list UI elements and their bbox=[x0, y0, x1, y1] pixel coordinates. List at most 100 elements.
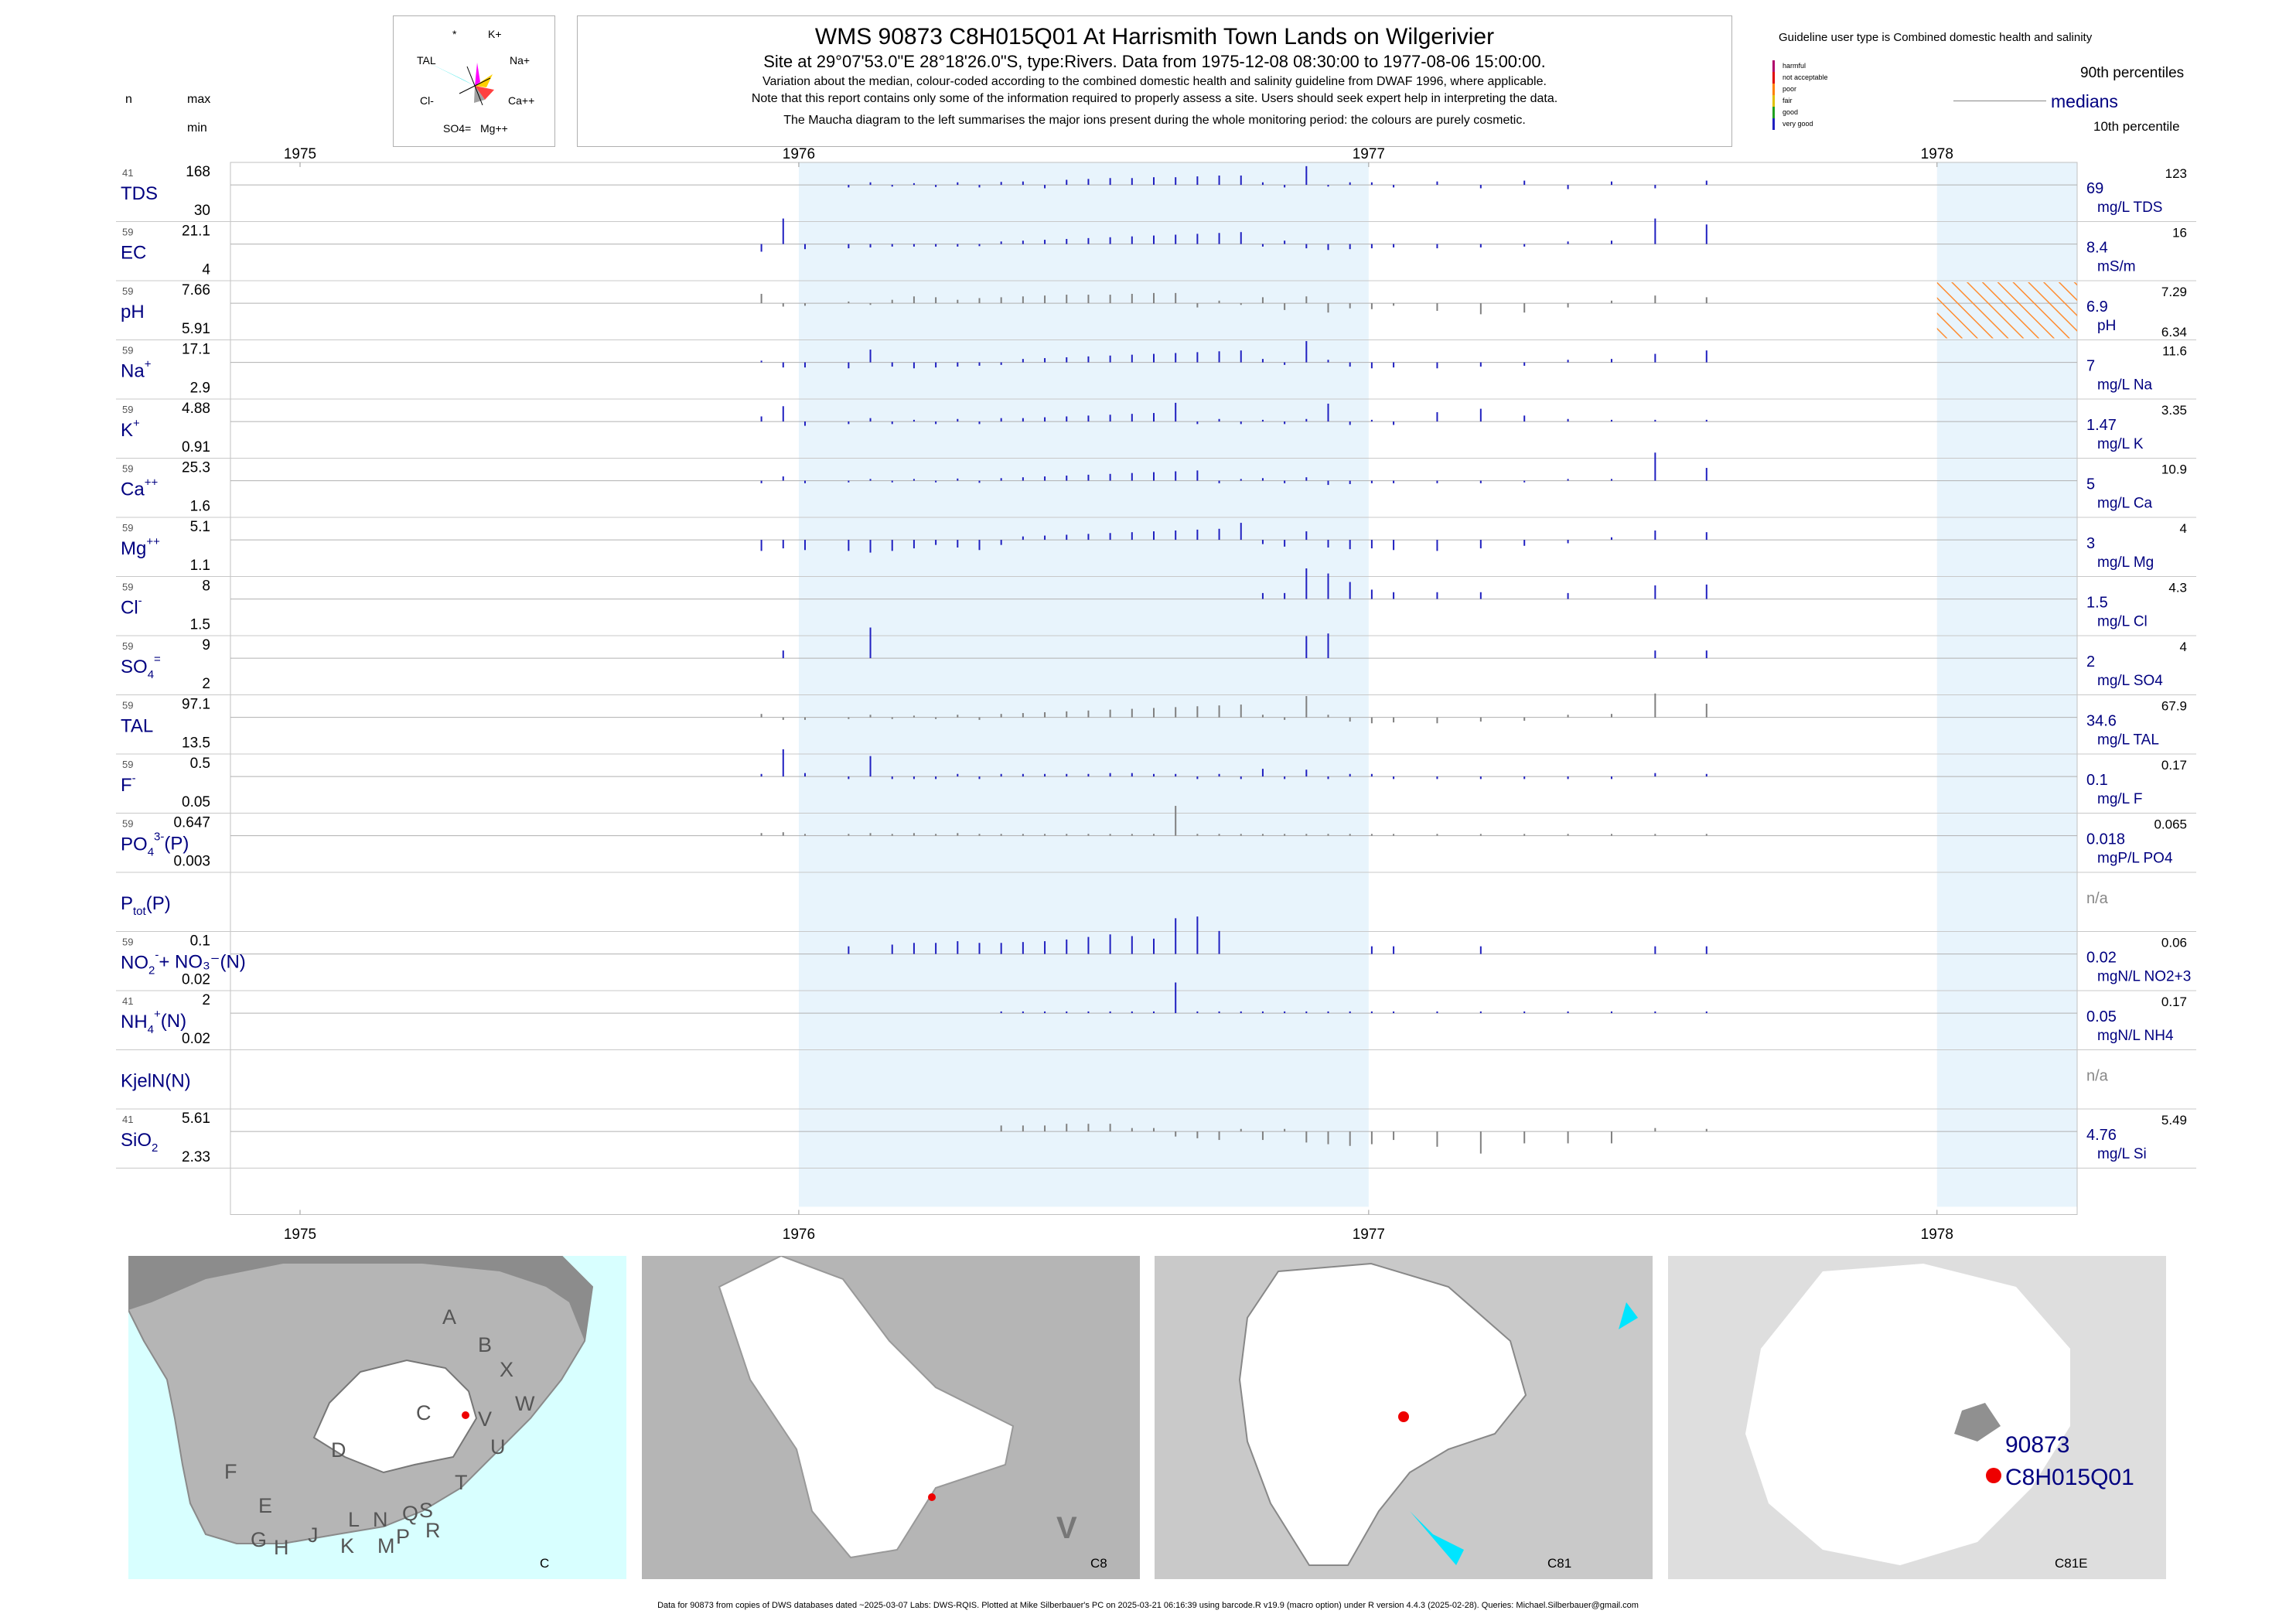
map-c8-region-label: V bbox=[1056, 1511, 1077, 1545]
param-n-1: 59 bbox=[122, 227, 133, 238]
param-median-12: n/a bbox=[2086, 890, 2109, 907]
legend-level-good: good bbox=[1772, 107, 1798, 118]
legend-level-fair: fair bbox=[1772, 95, 1793, 107]
map-c-region-letter: L bbox=[348, 1508, 360, 1531]
param-median-15: n/a bbox=[2086, 1068, 2109, 1085]
maucha-diagram-box: * K+ TAL Na+ Cl- Ca++ SO4= Mg++ bbox=[393, 15, 555, 147]
param-max-9: 97.1 bbox=[182, 697, 210, 713]
legend-level-poor: poor bbox=[1772, 84, 1796, 95]
param-p90-9: 67.9 bbox=[2161, 699, 2187, 714]
plot-frame bbox=[230, 162, 2078, 1215]
param-median-16: 4.76 bbox=[2086, 1127, 2117, 1144]
param-max-16: 5.61 bbox=[182, 1111, 210, 1127]
legend-level-swatch bbox=[1772, 107, 1775, 118]
map-c8 bbox=[718, 1256, 1015, 1559]
param-n-4: 59 bbox=[122, 404, 133, 415]
year-tick-bottom-1978: 1978 bbox=[1921, 1227, 1953, 1243]
map-c-region-letter: S bbox=[419, 1499, 434, 1522]
legend-median: medians bbox=[2051, 91, 2118, 111]
legend-p10: 10th percentile bbox=[2093, 119, 2180, 134]
param-label-13: NO2-+ NO₃⁻(N) bbox=[121, 949, 246, 977]
legend-level-swatch bbox=[1772, 95, 1775, 107]
map-c8-catchment bbox=[718, 1256, 1015, 1559]
param-unit-7: mg/L Cl bbox=[2097, 614, 2148, 630]
param-min-14: 0.02 bbox=[182, 1031, 210, 1047]
map-c8-site-marker bbox=[928, 1493, 936, 1501]
legend-level-label: poor bbox=[1783, 84, 1797, 93]
legend-level-swatch bbox=[1772, 84, 1775, 95]
param-min-7: 1.5 bbox=[190, 617, 210, 633]
map-c81e-site-marker bbox=[1986, 1468, 2001, 1483]
param-n-9: 59 bbox=[122, 700, 133, 711]
legend-level-label: not acceptable bbox=[1783, 73, 1828, 81]
col-header-max: max bbox=[187, 93, 211, 106]
param-p90-5: 10.9 bbox=[2161, 462, 2187, 477]
param-label-6: Mg++ bbox=[121, 535, 160, 559]
shaded-year-1976 bbox=[798, 162, 1369, 1207]
param-max-6: 5.1 bbox=[190, 519, 210, 535]
map-c-region-letter: P bbox=[396, 1525, 411, 1548]
param-label-2: pH bbox=[121, 302, 145, 322]
param-median-10: 0.1 bbox=[2086, 772, 2108, 789]
footer-note: Data for 90873 from copies of DWS databa… bbox=[657, 1601, 1639, 1610]
param-min-4: 0.91 bbox=[182, 439, 210, 455]
map-c81 bbox=[1238, 1262, 1638, 1566]
param-median-3: 7 bbox=[2086, 358, 2095, 375]
param-label-16: SiO2 bbox=[121, 1130, 158, 1155]
param-n-11: 59 bbox=[122, 818, 133, 830]
param-unit-9: mg/L TAL bbox=[2097, 732, 2159, 749]
map-c-region-letter: T bbox=[455, 1471, 468, 1494]
param-label-11: PO43-(P) bbox=[121, 831, 189, 859]
param-unit-5: mg/L Ca bbox=[2097, 496, 2153, 512]
maucha-label: SO4= bbox=[443, 122, 471, 135]
param-min-2: 5.91 bbox=[182, 321, 210, 337]
legend-level-swatch bbox=[1772, 72, 1775, 84]
param-p90-13: 0.06 bbox=[2161, 936, 2187, 950]
maucha-diagram: * K+ TAL Na+ Cl- Ca++ SO4= Mg++ bbox=[417, 28, 534, 135]
map-c81-label: C81 bbox=[1547, 1556, 1572, 1571]
year-tick-bottom-1976: 1976 bbox=[783, 1227, 815, 1243]
param-n-5: 59 bbox=[122, 463, 133, 475]
param-median-5: 5 bbox=[2086, 476, 2095, 493]
legend-level-label: very good bbox=[1783, 119, 1813, 128]
param-p90-4: 3.35 bbox=[2161, 403, 2187, 418]
param-min-3: 2.9 bbox=[190, 380, 210, 397]
legend-level-label: fair bbox=[1783, 96, 1793, 104]
map-c81e-catchment bbox=[1745, 1264, 2070, 1565]
param-label-0: TDS bbox=[121, 183, 158, 204]
legend-level-very-good: very good bbox=[1772, 118, 1813, 130]
legend-p90: 90th percentiles bbox=[2080, 65, 2185, 81]
param-unit-2: pH bbox=[2097, 318, 2116, 334]
param-max-3: 17.1 bbox=[182, 342, 210, 358]
param-n-7: 59 bbox=[122, 582, 133, 593]
map-c-region-letter: Q bbox=[402, 1502, 419, 1525]
param-n-13: 59 bbox=[122, 937, 133, 948]
maucha-axis bbox=[459, 77, 491, 94]
col-header-min: min bbox=[187, 121, 207, 135]
maucha-label: Mg++ bbox=[480, 122, 508, 135]
map-panel-c81: C81 bbox=[1155, 1256, 1653, 1579]
maucha-label: K+ bbox=[488, 28, 502, 40]
param-p90-6: 4 bbox=[2180, 521, 2187, 536]
param-median-2: 6.9 bbox=[2086, 299, 2108, 316]
param-label-15: KjelN(N) bbox=[121, 1071, 191, 1092]
param-median-4: 1.47 bbox=[2086, 417, 2117, 434]
maucha-label: Ca++ bbox=[508, 94, 534, 107]
param-label-3: Na+ bbox=[121, 358, 152, 382]
map-c-region-letter: F bbox=[224, 1460, 237, 1483]
map-c-region-letter: E bbox=[258, 1494, 273, 1517]
maucha-label: Na+ bbox=[510, 54, 530, 67]
param-min-5: 1.6 bbox=[190, 499, 210, 515]
param-min-10: 0.05 bbox=[182, 794, 210, 810]
map-c8-label: C8 bbox=[1090, 1556, 1107, 1571]
param-label-14: NH4+(N) bbox=[121, 1008, 186, 1036]
param-label-4: K+ bbox=[121, 417, 140, 441]
chart-note: Variation about the median, colour-coded… bbox=[762, 75, 1547, 88]
map-c-region-letter: H bbox=[274, 1536, 289, 1559]
map-c-label: C bbox=[540, 1556, 550, 1571]
year-tick-top-1975: 1975 bbox=[284, 146, 316, 162]
param-p90-0: 123 bbox=[2165, 166, 2187, 181]
param-unit-11: mgP/L PO4 bbox=[2097, 851, 2173, 867]
param-median-14: 0.05 bbox=[2086, 1008, 2117, 1025]
maucha-na-wedge bbox=[475, 74, 493, 87]
